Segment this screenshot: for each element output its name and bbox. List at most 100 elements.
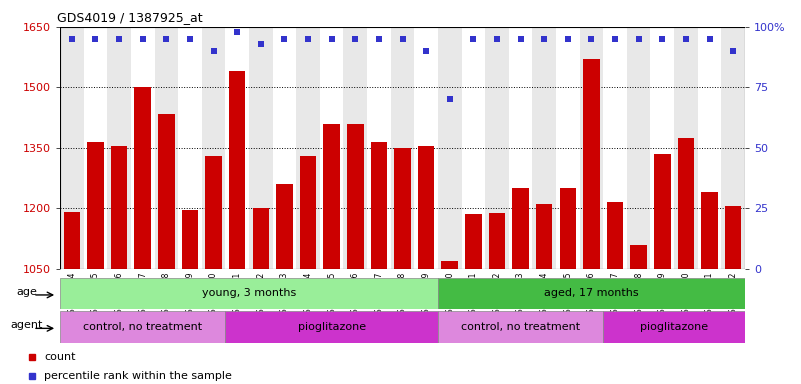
Bar xyxy=(438,27,461,269)
Bar xyxy=(135,88,151,269)
Point xyxy=(278,36,291,42)
Bar xyxy=(394,148,411,269)
Point xyxy=(703,36,716,42)
Bar xyxy=(654,154,670,269)
Text: aged, 17 months: aged, 17 months xyxy=(544,288,638,298)
Bar xyxy=(560,188,576,269)
Text: pioglitazone: pioglitazone xyxy=(640,322,708,332)
Bar xyxy=(131,27,155,269)
Point xyxy=(490,36,503,42)
Bar xyxy=(158,114,175,269)
Bar xyxy=(509,27,533,269)
Text: percentile rank within the sample: percentile rank within the sample xyxy=(44,371,232,381)
Bar xyxy=(465,214,481,269)
Bar xyxy=(536,204,553,269)
Bar xyxy=(725,206,742,269)
Bar xyxy=(418,146,434,269)
Bar xyxy=(111,146,127,269)
Bar xyxy=(229,71,245,269)
Point xyxy=(207,48,220,54)
Bar xyxy=(60,311,225,343)
Text: control, no treatment: control, no treatment xyxy=(461,322,580,332)
Point xyxy=(585,36,598,42)
Point xyxy=(679,36,692,42)
Point xyxy=(443,96,456,103)
Point xyxy=(66,36,78,42)
Text: agent: agent xyxy=(11,320,43,330)
Point xyxy=(372,36,385,42)
Bar xyxy=(272,27,296,269)
Point xyxy=(160,36,173,42)
Bar xyxy=(60,278,438,309)
Bar xyxy=(533,27,556,269)
Point xyxy=(113,36,126,42)
Bar xyxy=(182,210,198,269)
Bar xyxy=(87,142,104,269)
Bar xyxy=(513,188,529,269)
Bar xyxy=(701,192,718,269)
Bar xyxy=(107,27,131,269)
Bar xyxy=(438,278,745,309)
Point xyxy=(136,36,149,42)
Bar xyxy=(650,27,674,269)
Bar xyxy=(438,311,603,343)
Text: control, no treatment: control, no treatment xyxy=(83,322,203,332)
Bar xyxy=(178,27,202,269)
Point xyxy=(537,36,550,42)
Bar xyxy=(580,27,603,269)
Point xyxy=(420,48,433,54)
Bar xyxy=(276,184,292,269)
Bar xyxy=(371,142,387,269)
Bar xyxy=(225,311,438,343)
Bar xyxy=(607,202,623,269)
Point xyxy=(89,36,102,42)
Point xyxy=(632,36,645,42)
Bar xyxy=(698,27,722,269)
Point xyxy=(325,36,338,42)
Bar xyxy=(225,27,249,269)
Point xyxy=(349,36,362,42)
Bar xyxy=(249,27,272,269)
Bar xyxy=(627,27,650,269)
Point xyxy=(467,36,480,42)
Point xyxy=(231,29,244,35)
Bar xyxy=(678,138,694,269)
Bar xyxy=(485,27,509,269)
Bar xyxy=(441,261,458,269)
Point xyxy=(255,41,268,47)
Bar xyxy=(324,124,340,269)
Bar xyxy=(296,27,320,269)
Bar xyxy=(674,27,698,269)
Text: pioglitazone: pioglitazone xyxy=(298,322,366,332)
Bar xyxy=(391,27,414,269)
Bar xyxy=(489,213,505,269)
Point xyxy=(609,36,622,42)
Bar xyxy=(155,27,178,269)
Text: count: count xyxy=(44,352,75,362)
Bar xyxy=(202,27,225,269)
Text: young, 3 months: young, 3 months xyxy=(202,288,296,298)
Bar xyxy=(461,27,485,269)
Bar xyxy=(556,27,580,269)
Bar xyxy=(320,27,344,269)
Point xyxy=(514,36,527,42)
Bar xyxy=(63,212,80,269)
Point xyxy=(656,36,669,42)
Bar xyxy=(347,124,364,269)
Bar xyxy=(60,27,83,269)
Point xyxy=(183,36,196,42)
Text: GDS4019 / 1387925_at: GDS4019 / 1387925_at xyxy=(57,11,203,24)
Bar xyxy=(344,27,367,269)
Bar xyxy=(630,245,647,269)
Bar xyxy=(252,208,269,269)
Bar xyxy=(83,27,107,269)
Point xyxy=(302,36,315,42)
Point xyxy=(562,36,574,42)
Bar xyxy=(603,311,745,343)
Text: age: age xyxy=(17,287,38,297)
Bar xyxy=(300,156,316,269)
Bar xyxy=(603,27,627,269)
Bar xyxy=(722,27,745,269)
Bar xyxy=(414,27,438,269)
Bar xyxy=(367,27,391,269)
